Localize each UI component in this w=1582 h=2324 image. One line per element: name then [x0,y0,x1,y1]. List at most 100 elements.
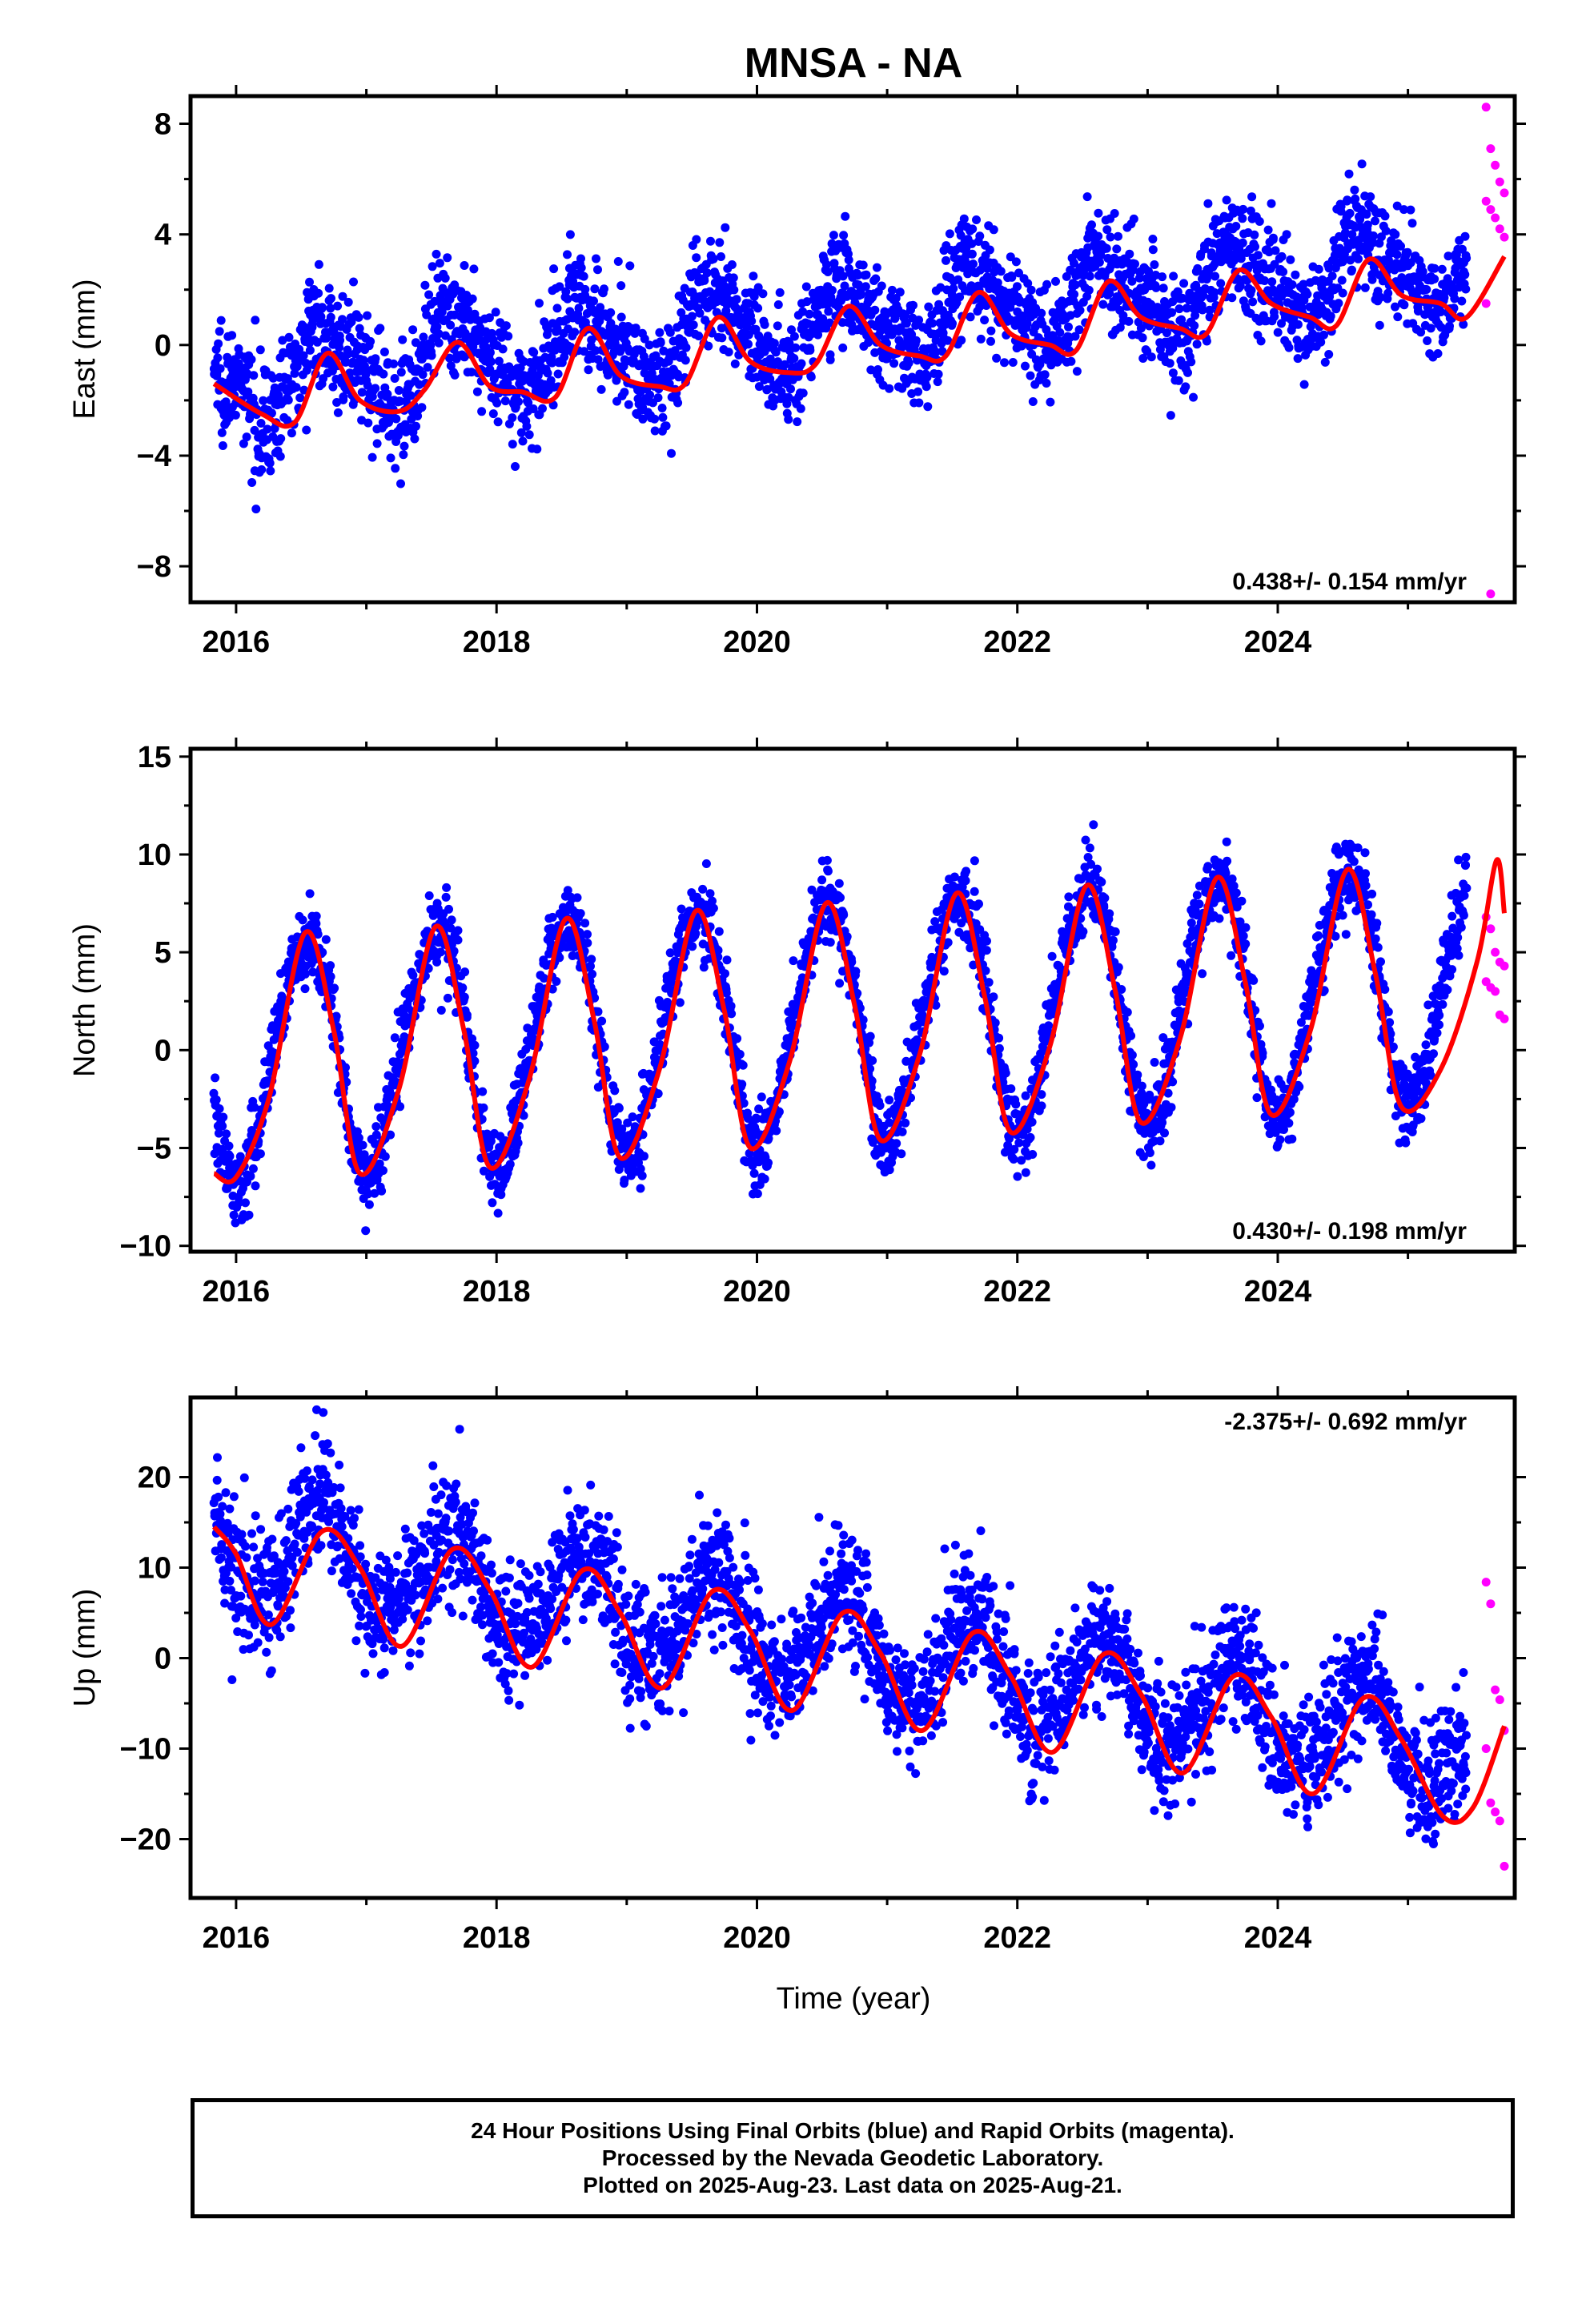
north-final-point [424,963,433,973]
north-final-point [442,883,452,892]
east-final-point [873,365,882,374]
north-final-point [743,1114,753,1123]
east-final-point [216,316,226,325]
east-final-point [616,281,626,291]
north-final-point [460,967,470,977]
east-rapid-point [1500,232,1509,242]
east-final-point [1319,330,1328,340]
north-final-point [885,1165,894,1175]
east-final-point [996,267,1006,276]
north-final-point [708,896,717,906]
north-final-point [1081,835,1090,845]
east-final-point [274,391,283,400]
east-final-point [1334,299,1343,308]
east-final-point [371,354,380,364]
east-final-point [1337,275,1347,285]
east-final-point [1273,328,1283,337]
east-final-point [972,215,981,224]
east-final-point [1094,231,1103,241]
north-final-point [298,915,307,925]
east-final-point [864,338,873,348]
north-final-point [749,1168,759,1178]
north-final-point [444,904,453,914]
east-final-point [1070,332,1080,341]
east-final-point [247,355,256,364]
east-final-point [543,368,552,378]
east-final-point [1085,271,1094,281]
east-final-point [1368,238,1378,247]
east-final-point [522,421,532,431]
east-final-point [692,253,701,263]
north-final-point [636,1164,645,1174]
east-final-point [1087,220,1096,230]
east-final-point [1069,259,1078,268]
east-final-point [257,465,267,474]
east-final-point [263,424,272,434]
east-final-point [386,453,396,463]
east-final-point [986,326,996,336]
north-final-point [1011,1100,1021,1109]
east-final-point [1162,328,1171,338]
east-final-point [1248,297,1258,307]
east-final-point [412,421,420,431]
north-final-point [371,1130,381,1140]
east-final-point [256,419,266,428]
east-final-point [1277,251,1287,261]
east-final-point [328,382,338,392]
east-final-point [758,289,768,299]
east-final-point [638,414,648,424]
east-final-point [942,255,950,265]
east-final-point [1200,244,1209,254]
north-final-point [255,1149,265,1159]
east-final-point [1433,349,1443,358]
east-final-point [290,368,299,378]
east-final-point [1347,230,1357,239]
north-final-point [548,912,557,922]
north-final-point [505,1160,515,1169]
north-final-point [372,1176,382,1185]
east-final-point [780,360,789,369]
east-final-point [243,387,253,396]
y-tick-label: −8 [137,550,171,584]
north-final-point [739,1099,749,1108]
east-final-point [574,304,584,313]
east-final-point [406,391,416,400]
east-final-point [469,264,479,274]
east-final-point [1357,159,1367,169]
east-final-point [1279,267,1288,276]
east-final-point [813,330,823,340]
east-final-point [355,324,364,333]
east-rapid-point [1486,144,1496,154]
east-final-point [606,308,616,317]
north-final-point [623,1118,632,1128]
east-final-point [1011,257,1021,267]
east-final-point [335,336,345,345]
east-final-point [650,414,659,424]
east-final-point [1459,320,1468,329]
north-final-point [364,1200,374,1209]
east-final-point [1021,361,1030,371]
east-final-point [959,214,969,223]
north-final-point [957,919,966,928]
east-final-point [650,426,660,436]
east-final-point [371,384,380,393]
north-final-point [735,1050,745,1059]
east-final-point [805,309,814,319]
north-final-point [636,1184,645,1193]
north-final-point [994,1033,1004,1043]
east-final-point [1445,321,1454,331]
east-final-point [231,410,240,420]
east-final-point [695,308,705,318]
east-final-point [1443,251,1453,261]
north-final-point [789,956,798,966]
east-final-point [432,322,442,332]
north-final-point [839,911,849,919]
east-final-point [806,372,816,382]
north-final-point [379,1166,387,1176]
north-final-point [836,893,845,903]
east-final-point [335,343,344,352]
north-final-point [479,1103,488,1112]
north-final-point [752,1114,761,1124]
east-final-point [712,308,721,317]
east-final-point [1138,354,1148,363]
